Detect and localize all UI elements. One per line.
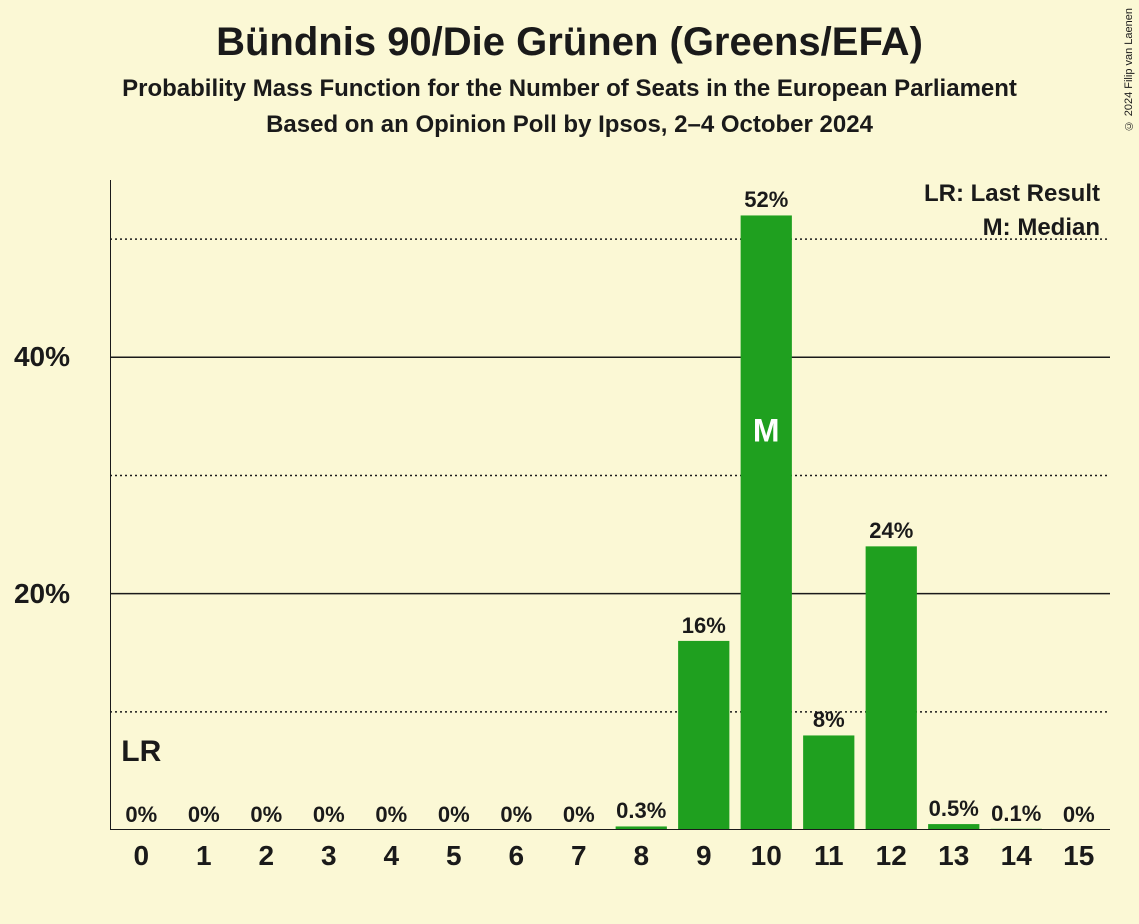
chart-area: LR: Last Result M: Median 20%40%0%00%10%… (110, 180, 1110, 830)
x-axis-tick-label: 7 (571, 840, 587, 872)
legend-median: M: Median (924, 214, 1100, 242)
x-axis-tick-label: 12 (876, 840, 907, 872)
bar-value-label: 8% (813, 707, 845, 733)
x-axis-tick-label: 11 (814, 840, 844, 872)
bar-value-label: 0.5% (929, 796, 979, 822)
chart-titles: Bündnis 90/Die Grünen (Greens/EFA) Proba… (0, 0, 1139, 139)
bar-value-label: 0% (375, 802, 407, 828)
chart-title: Bündnis 90/Die Grünen (Greens/EFA) (0, 20, 1139, 65)
median-marker: M (753, 412, 780, 449)
x-axis-tick-label: 3 (321, 840, 337, 872)
chart-subtitle-1: Probability Mass Function for the Number… (0, 75, 1139, 103)
bar-value-label: 0% (1063, 802, 1095, 828)
legend-lr: LR: Last Result (924, 180, 1100, 208)
bar-value-label: 16% (682, 613, 726, 639)
bar-value-label: 0% (250, 802, 282, 828)
x-axis-tick-label: 9 (696, 840, 712, 872)
x-axis-tick-label: 8 (633, 840, 649, 872)
bar-value-label: 24% (869, 518, 913, 544)
bar-value-label: 0% (438, 802, 470, 828)
x-axis-tick-label: 1 (196, 840, 212, 872)
bar-value-label: 0.3% (616, 798, 666, 824)
x-axis-tick-label: 10 (751, 840, 782, 872)
bar-value-label: 52% (744, 187, 788, 213)
x-axis-tick-label: 13 (938, 840, 969, 872)
x-axis-tick-label: 0 (133, 840, 149, 872)
bar-value-label: 0% (500, 802, 532, 828)
chart-plot (110, 180, 1110, 830)
copyright-text: © 2024 Filip van Laenen (1123, 8, 1135, 131)
bar-value-label: 0% (125, 802, 157, 828)
chart-subtitle-2: Based on an Opinion Poll by Ipsos, 2–4 O… (0, 111, 1139, 139)
x-axis-tick-label: 2 (258, 840, 274, 872)
bar-value-label: 0.1% (991, 801, 1041, 827)
x-axis-tick-label: 15 (1063, 840, 1094, 872)
x-axis-tick-label: 5 (446, 840, 462, 872)
y-axis-tick-label: 20% (14, 578, 70, 610)
y-axis-tick-label: 40% (14, 341, 70, 373)
bar-value-label: 0% (563, 802, 595, 828)
chart-legend: LR: Last Result M: Median (924, 180, 1100, 248)
bar-value-label: 0% (188, 802, 220, 828)
x-axis-tick-label: 14 (1001, 840, 1032, 872)
x-axis-tick-label: 4 (383, 840, 399, 872)
x-axis-tick-label: 6 (508, 840, 524, 872)
last-result-marker: LR (121, 735, 161, 769)
bar-value-label: 0% (313, 802, 345, 828)
